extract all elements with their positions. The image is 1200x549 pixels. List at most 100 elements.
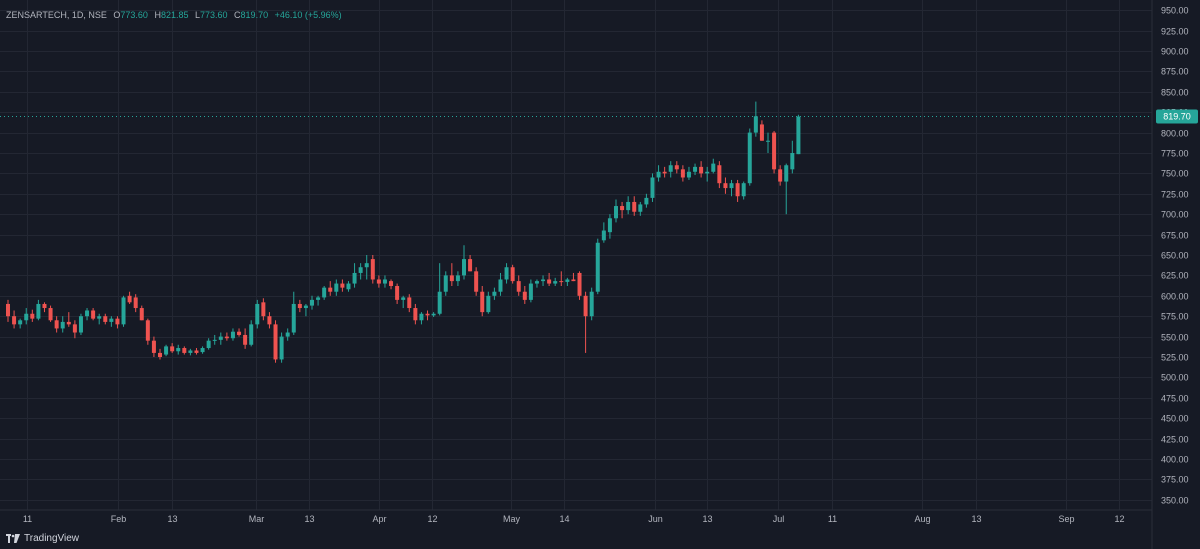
candle-body <box>54 320 59 329</box>
candle-body <box>60 321 65 329</box>
candle-up <box>638 201 643 216</box>
low-value: 773.60 <box>200 10 228 20</box>
candle-body <box>407 297 412 309</box>
candle-up <box>553 277 558 287</box>
candle-body <box>200 348 205 353</box>
candle-body <box>449 275 454 282</box>
grid <box>0 0 1152 510</box>
candle-up <box>492 287 497 300</box>
brand-label: TradingView <box>24 532 80 544</box>
candle-up <box>60 316 65 333</box>
candle-body <box>322 287 327 298</box>
candle-body <box>534 281 539 284</box>
candle-body <box>72 324 77 333</box>
candle-body <box>686 171 691 178</box>
candle-down <box>468 255 473 272</box>
candle-body <box>334 283 339 292</box>
candle-body <box>85 310 90 317</box>
candle-body <box>650 177 655 198</box>
candle-up <box>212 334 217 345</box>
candle-body <box>559 281 564 283</box>
candle-body <box>267 316 272 325</box>
candle-body <box>504 267 509 280</box>
close-value: 819.70 <box>240 10 269 20</box>
candle-body <box>97 316 102 319</box>
candle-up <box>541 275 546 287</box>
time-axis[interactable]: 11 Feb 13 Mar 13 Apr 12 May 14 Jun 13 Jul 11 Aug 13 Sep… <box>0 509 1152 524</box>
candle-down <box>449 263 454 287</box>
candle-body <box>419 313 424 321</box>
candle-down <box>577 271 582 300</box>
price-tick-label: 675.00 <box>1161 231 1189 241</box>
candle-body <box>735 183 740 197</box>
candle-body <box>778 169 783 182</box>
candle-body <box>565 279 570 282</box>
candle-up <box>200 346 205 354</box>
time-tick-label: 11 <box>23 514 32 524</box>
candle-down <box>42 302 47 313</box>
candle-body <box>607 218 612 233</box>
candle-down <box>145 318 150 345</box>
candle-body <box>328 287 333 292</box>
candle-up <box>607 214 612 239</box>
candle-body <box>729 183 734 189</box>
candle-body <box>541 279 546 282</box>
candle-up <box>486 291 491 314</box>
time-tick-label: Feb <box>111 514 127 524</box>
candle-body <box>480 291 485 313</box>
time-tick-label: 12 <box>427 514 437 524</box>
candle-up <box>218 332 223 345</box>
candle-down <box>772 130 777 174</box>
candle-body <box>78 316 83 333</box>
candle-up <box>705 166 710 182</box>
candle-up <box>322 286 327 300</box>
candle-body <box>455 275 460 282</box>
candle-body <box>66 321 71 325</box>
candle-body <box>48 308 53 321</box>
candle-down <box>72 320 77 339</box>
candle-up <box>176 344 181 355</box>
candle-body <box>18 320 23 325</box>
candle-body <box>170 346 175 352</box>
last-price-label: 819.70 <box>1163 112 1191 122</box>
candle-down <box>48 305 53 322</box>
candle-down <box>632 196 637 216</box>
candle-up <box>784 163 789 215</box>
candle-body <box>693 166 698 172</box>
last-price-marker: 819.70 <box>0 109 1198 124</box>
candle-up <box>431 312 436 318</box>
price-axis[interactable]: 350.00 375.00 400.00 425.00 450.00 475.00 500.… <box>1151 0 1189 549</box>
candle-down <box>389 279 394 290</box>
candle-body <box>243 334 248 345</box>
last-price-tag <box>1156 109 1198 124</box>
candle-up <box>626 196 631 215</box>
candle-down <box>261 298 266 321</box>
candle-body <box>662 171 667 174</box>
low-label: L <box>194 10 200 20</box>
candle-body <box>176 348 181 352</box>
candle-up <box>455 271 460 287</box>
candle-body <box>310 299 314 306</box>
candle-up <box>310 295 314 310</box>
candle-up <box>164 344 169 357</box>
tradingview-footer[interactable]: TradingView <box>6 531 79 545</box>
candle-up <box>85 308 90 321</box>
candle-body <box>589 291 594 317</box>
candle-up <box>614 199 618 223</box>
candle-body <box>224 336 229 339</box>
candle-up <box>279 332 284 363</box>
candle-up <box>316 295 321 306</box>
candle-up <box>358 263 363 280</box>
candle-up <box>601 222 606 243</box>
candle-down <box>115 316 120 329</box>
candle-up <box>644 193 649 208</box>
candle-body <box>601 230 606 241</box>
candle-up <box>401 295 406 309</box>
candle-up <box>668 161 673 178</box>
candle-down <box>170 343 175 353</box>
candle-body <box>510 267 515 282</box>
candle-body <box>577 272 582 296</box>
candle-body <box>595 242 600 292</box>
candle-body <box>279 336 284 360</box>
